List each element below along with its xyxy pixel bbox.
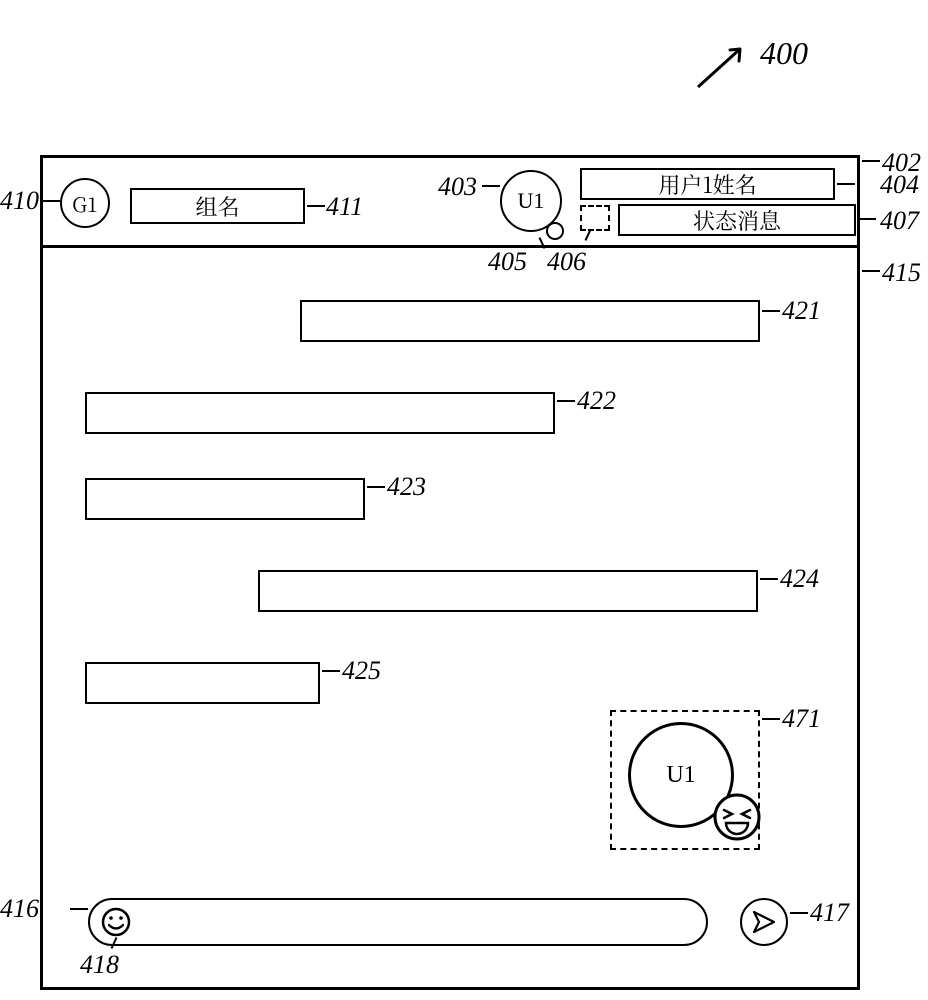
ref-406: 406	[547, 247, 586, 277]
message-bubble-425	[85, 662, 320, 704]
group-name-box[interactable]: 组名	[130, 188, 305, 224]
ref-421: 421	[782, 296, 821, 326]
tick-403	[482, 185, 500, 187]
presence-dot-icon	[546, 222, 564, 240]
reaction-avatar-label: U1	[666, 762, 695, 789]
message-bubble-421	[300, 300, 760, 342]
tick-416	[70, 908, 88, 910]
laugh-emoji-icon	[712, 792, 762, 842]
diagram-stage: 400 402 G1 410 组名 411 U1 403 405 用户1姓名 4…	[0, 0, 928, 1000]
tick-402	[862, 160, 880, 162]
status-msg-text: 状态消息	[693, 205, 781, 236]
ref-403: 403	[438, 172, 477, 202]
ref-417: 417	[810, 898, 849, 928]
tick-415	[862, 270, 880, 272]
ref-423: 423	[387, 472, 426, 502]
user-name-box[interactable]: 用户1姓名	[580, 168, 835, 200]
send-icon	[751, 909, 777, 935]
tick-424	[760, 578, 778, 580]
tick-417	[790, 912, 808, 914]
ref-415: 415	[882, 258, 921, 288]
message-bubble-422	[85, 392, 555, 434]
tick-404	[837, 183, 855, 185]
tick-407	[858, 218, 876, 220]
tick-422	[557, 400, 575, 402]
message-bubble-424	[258, 570, 758, 612]
tick-421	[762, 310, 780, 312]
status-msg-box[interactable]: 状态消息	[618, 204, 856, 236]
ref-407: 407	[880, 206, 919, 236]
send-button[interactable]	[740, 898, 788, 946]
ref-411: 411	[326, 192, 363, 222]
user-avatar-label: U1	[518, 188, 545, 214]
ref-416: 416	[0, 894, 39, 924]
smiley-icon[interactable]	[100, 906, 132, 938]
group-name-text: 组名	[195, 191, 239, 222]
tick-423	[367, 486, 385, 488]
group-avatar[interactable]: G1	[60, 178, 110, 228]
ref-418: 418	[80, 950, 119, 980]
message-input[interactable]	[88, 898, 708, 946]
ref-400: 400	[760, 35, 808, 72]
user-name-text: 用户1姓名	[658, 169, 756, 200]
arrow-400-icon	[690, 35, 760, 95]
ref-404: 404	[880, 170, 919, 200]
ref-424: 424	[780, 564, 819, 594]
tick-411	[307, 205, 325, 207]
tick-410	[42, 200, 60, 202]
ref-471: 471	[782, 704, 821, 734]
status-indicator-box	[580, 205, 610, 231]
message-bubble-423	[85, 478, 365, 520]
ref-405: 405	[488, 247, 527, 277]
tick-471	[762, 718, 780, 720]
tick-425	[322, 670, 340, 672]
ref-422: 422	[577, 386, 616, 416]
header-divider	[43, 245, 857, 248]
group-avatar-label: G1	[72, 189, 98, 218]
ref-410: 410	[0, 186, 39, 216]
ref-425: 425	[342, 656, 381, 686]
